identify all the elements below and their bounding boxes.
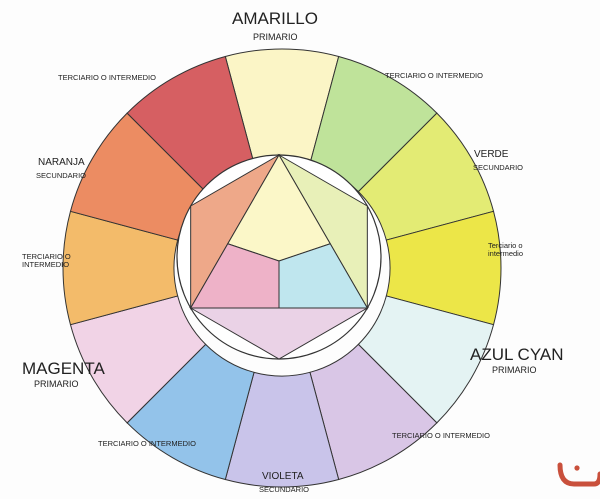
- label-violeta-type: SECUNDARIO: [259, 485, 310, 494]
- label-tertiary-top-left: TERCIARIO O INTERMEDIO: [58, 73, 156, 82]
- label-tertiary-right: Terciario o intermedio: [488, 242, 523, 258]
- label-amarillo-type: PRIMARIO: [253, 32, 298, 42]
- label-tertiary-left: TERCIARIO O INTERMEDIO: [22, 253, 71, 269]
- label-tertiary-bottom-right: TERCIARIO O INTERMEDIO: [392, 431, 490, 440]
- label-naranja: NARANJA: [38, 157, 85, 168]
- label-amarillo: AMARILLO: [232, 9, 318, 28]
- label-magenta-type: PRIMARIO: [34, 379, 79, 389]
- inner-cyan-section: [278, 243, 369, 309]
- label-tertiary-left-line2: INTERMEDIO: [22, 259, 70, 269]
- label-tertiary-bottom-left: TERCIARIO O INTERMEDIO: [98, 439, 196, 448]
- label-violeta: VIOLETA: [262, 471, 304, 482]
- label-verde-type: SECUNDARIO: [473, 163, 524, 172]
- label-cyan: AZUL CYAN: [470, 345, 564, 364]
- label-tertiary-right-line1: Terciario o: [488, 241, 523, 250]
- label-naranja-type: SECUNDARIO: [36, 171, 87, 180]
- label-cyan-type: PRIMARIO: [492, 365, 537, 375]
- label-tertiary-right-line2: intermedio: [488, 248, 524, 258]
- label-magenta: MAGENTA: [22, 359, 105, 378]
- label-verde: VERDE: [474, 149, 509, 160]
- label-tertiary-top-right: TERCIARIO O INTERMEDIO: [385, 71, 483, 80]
- label-tertiary-left-line1: TERCIARIO O: [22, 252, 71, 261]
